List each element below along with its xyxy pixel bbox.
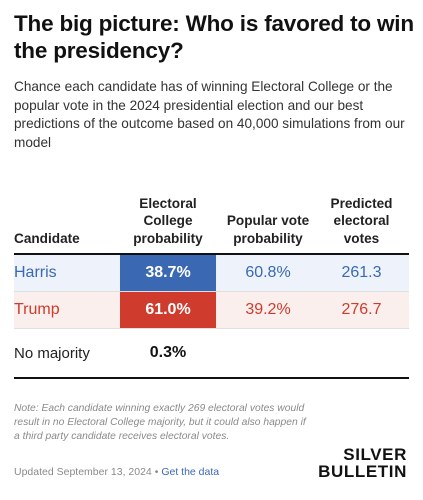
ec-probability-no-majority: 0.3% (149, 344, 187, 361)
header-popular-vote-probability: Popular vote probability (226, 213, 310, 246)
get-the-data-link[interactable]: Get the data (161, 466, 220, 478)
updated-line: Updated September 13, 2024 • Get the dat… (14, 466, 219, 478)
ec-probability-trump: 61.0% (120, 292, 216, 328)
results-table: Candidate Electoral College probability … (14, 195, 409, 379)
updated-date: Updated September 13, 2024 (14, 466, 152, 478)
table-row-trump: Trump 61.0% 39.2% 276.7 (14, 292, 409, 329)
header-ec-probability: Electoral College probability (133, 195, 203, 246)
table-row-harris: Harris 38.7% 60.8% 261.3 (14, 255, 409, 292)
logo-line-silver: SILVER (343, 445, 407, 464)
logo-line-bulletin: BULLETIN (318, 462, 407, 481)
header-candidate: Candidate (14, 230, 80, 246)
predicted-electoral-votes-trump: 276.7 (341, 301, 382, 318)
page-title: The big picture: Who is favored to win t… (14, 11, 414, 63)
candidate-name-harris: Harris (14, 264, 57, 281)
popular-vote-probability-harris: 60.8% (245, 264, 291, 281)
silver-bulletin-logo: SILVER BULLETIN (318, 446, 407, 480)
separator-dot: • (154, 466, 159, 478)
candidate-name-trump: Trump (14, 301, 60, 318)
no-majority-label: No majority (14, 344, 90, 362)
ec-probability-harris: 38.7% (120, 255, 216, 291)
table-row-no-majority: No majority 0.3% (14, 329, 409, 379)
popular-vote-probability-trump: 39.2% (245, 301, 291, 318)
table-header: Candidate Electoral College probability … (14, 195, 409, 255)
page-subtitle: Chance each candidate has of winning Ele… (14, 79, 405, 150)
header-predicted-electoral-votes: Predicted electoral votes (330, 195, 393, 246)
footnote: Note: Each candidate winning exactly 269… (14, 403, 306, 442)
predicted-electoral-votes-harris: 261.3 (341, 264, 382, 281)
